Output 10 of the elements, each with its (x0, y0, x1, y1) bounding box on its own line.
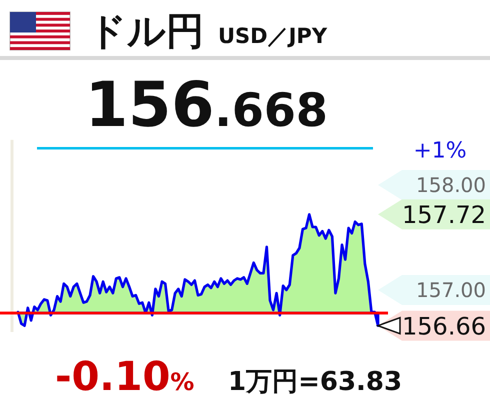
text: 1万円=63.83 (228, 367, 402, 397)
text: -0.10% (55, 354, 194, 400)
text: 157.72 (402, 201, 486, 230)
y-tick-label: 158.00 (416, 173, 486, 198)
chart-title: ドル円 (88, 9, 204, 53)
annotation: 156.668 (85, 68, 328, 141)
y-tick-label: 157.00 (416, 278, 486, 302)
text: +1% (413, 138, 467, 164)
text: 156.66 (402, 312, 486, 340)
chart-subtitle: USD／JPY (218, 24, 328, 48)
